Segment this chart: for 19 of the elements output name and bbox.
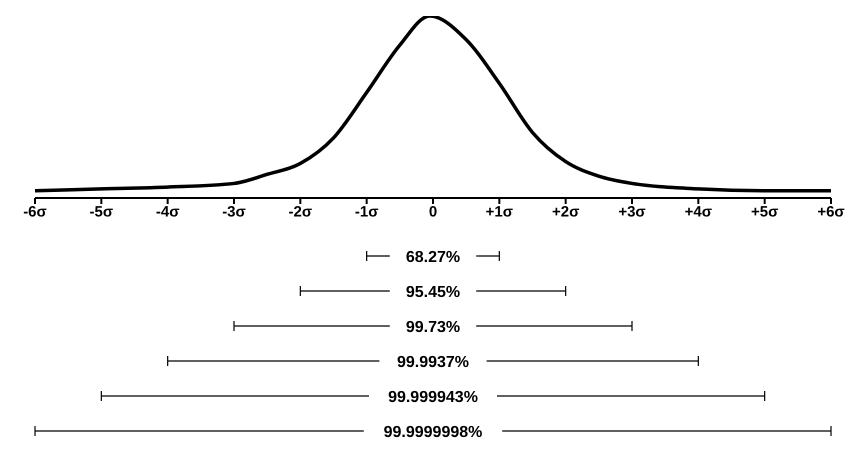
x-tick-label: +6σ bbox=[817, 204, 845, 221]
x-tick-label: +2σ bbox=[552, 204, 580, 221]
x-tick-label: +5σ bbox=[750, 204, 778, 221]
text: 68.27% bbox=[406, 249, 460, 266]
text: 99.999943% bbox=[388, 389, 478, 406]
x-tick-label: -3σ bbox=[222, 204, 246, 221]
x-tick-label: -1σ bbox=[354, 204, 378, 221]
x-tick-label: -6σ bbox=[23, 204, 47, 221]
x-tick-label: -4σ bbox=[156, 204, 180, 221]
text: 99.73% bbox=[406, 319, 460, 336]
text: 95.45% bbox=[406, 284, 460, 301]
x-tick-label: -2σ bbox=[288, 204, 312, 221]
text: 99.9999998% bbox=[384, 424, 482, 441]
text: 99.9937% bbox=[396, 354, 470, 371]
x-tick-label: +3σ bbox=[618, 204, 646, 221]
x-tick-label: +1σ bbox=[486, 204, 514, 221]
x-tick-label: 0 bbox=[428, 204, 438, 221]
x-tick-label: -5σ bbox=[90, 204, 114, 221]
x-tick-label: +4σ bbox=[684, 204, 712, 221]
